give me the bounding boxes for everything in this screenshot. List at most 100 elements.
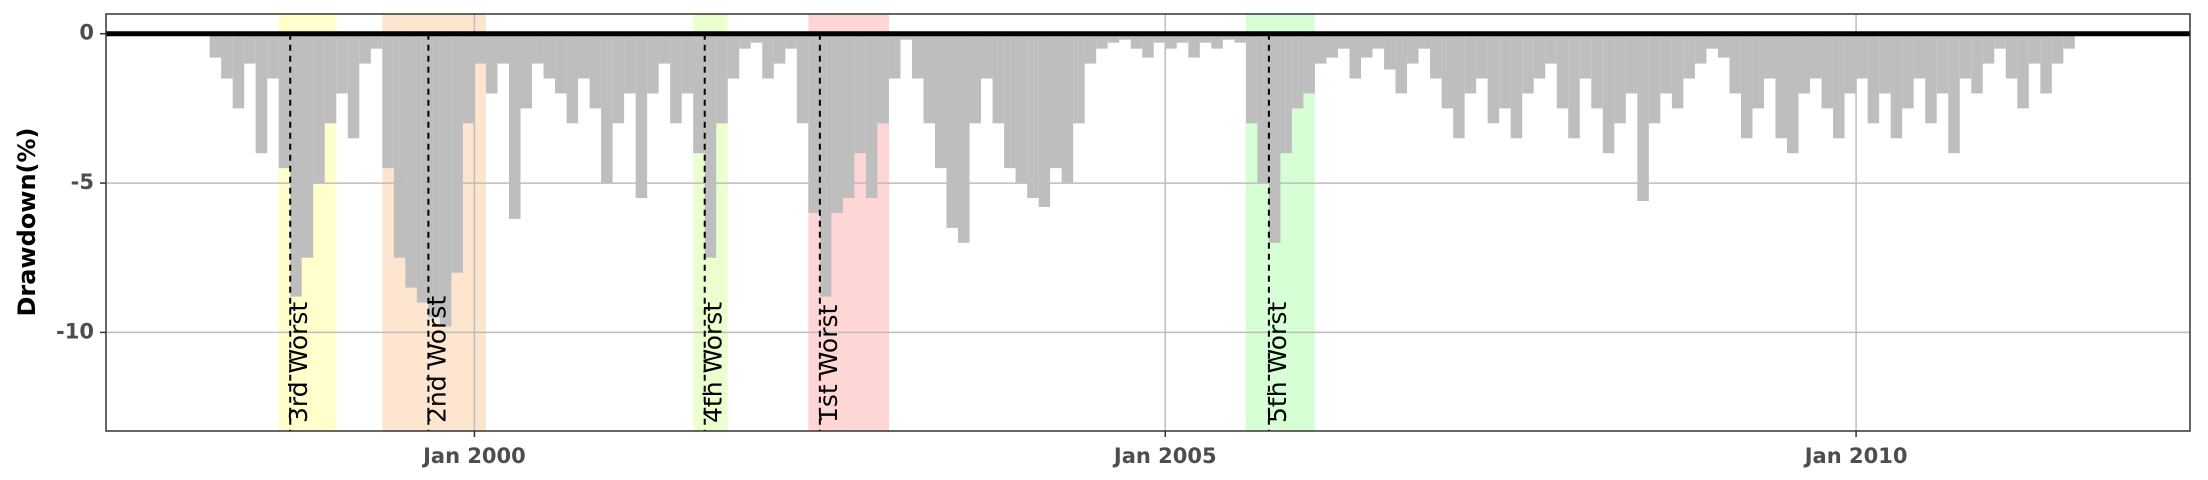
- bar: [359, 33, 371, 64]
- bar: [1395, 33, 1408, 94]
- bar: [762, 33, 774, 79]
- bar: [2051, 33, 2064, 64]
- bar: [2040, 33, 2052, 94]
- bar: [785, 33, 797, 49]
- bar: [1729, 33, 1741, 94]
- bar: [1763, 33, 1776, 79]
- bar: [278, 33, 291, 169]
- bar: [704, 33, 717, 258]
- bar: [831, 33, 843, 213]
- bar: [1257, 33, 1269, 184]
- bar: [1775, 33, 1788, 139]
- bar: [1015, 33, 1028, 184]
- bar: [992, 33, 1005, 124]
- bar: [232, 33, 245, 109]
- bar: [854, 33, 866, 154]
- bar: [1717, 33, 1730, 58]
- bar: [1176, 33, 1189, 43]
- bar: [566, 33, 579, 124]
- bar: [209, 33, 222, 58]
- bar: [2063, 33, 2075, 49]
- bar: [1568, 33, 1580, 139]
- bar: [462, 33, 475, 124]
- bar: [670, 33, 682, 124]
- bar: [301, 33, 314, 258]
- annotation-label: 5th Worst: [1263, 302, 1292, 423]
- bar: [716, 33, 728, 124]
- bar: [1533, 33, 1546, 79]
- bar: [578, 33, 590, 79]
- bar: [1545, 33, 1557, 64]
- bar: [532, 33, 544, 64]
- bar: [1268, 33, 1281, 243]
- bar: [1787, 33, 1799, 154]
- bar: [1061, 33, 1074, 184]
- bar: [290, 33, 302, 297]
- bar: [1556, 33, 1569, 109]
- bar: [555, 33, 567, 94]
- bar: [255, 33, 268, 154]
- bar: [1407, 33, 1419, 64]
- y-tick-label: -10: [56, 319, 94, 343]
- bar: [647, 33, 659, 94]
- bar: [1660, 33, 1672, 94]
- bar: [1844, 33, 1857, 94]
- bar: [1430, 33, 1442, 79]
- bar: [1337, 33, 1350, 49]
- bar: [946, 33, 959, 228]
- bar: [958, 33, 970, 243]
- annotation-label: 1st Worst: [814, 304, 843, 423]
- bar: [1211, 33, 1223, 49]
- bar: [1948, 33, 1960, 154]
- bar: [1936, 33, 1949, 94]
- bar: [1222, 33, 1235, 40]
- bar: [1902, 33, 1914, 109]
- bar: [1833, 33, 1845, 139]
- bar: [1487, 33, 1500, 124]
- bar: [1959, 33, 1972, 79]
- bar: [428, 33, 440, 318]
- bar: [267, 33, 279, 79]
- x-tick-label: Jan 2010: [1803, 444, 1908, 468]
- bar: [624, 33, 636, 94]
- bar: [601, 33, 613, 184]
- bar: [1361, 33, 1373, 58]
- bar: [1050, 33, 1062, 169]
- bar: [681, 33, 694, 94]
- annotation-label: 2nd Worst: [422, 296, 451, 423]
- bar: [1303, 33, 1315, 94]
- bar: [1372, 33, 1385, 49]
- bar: [1096, 33, 1108, 49]
- annotation-label: 3rd Worst: [284, 302, 313, 423]
- bar: [1073, 33, 1085, 124]
- bar: [589, 33, 602, 109]
- bar: [1165, 33, 1177, 49]
- bar: [773, 33, 786, 64]
- bar: [1856, 33, 1868, 79]
- bar: [451, 33, 463, 273]
- bar: [336, 33, 348, 94]
- bar: [1913, 33, 1926, 79]
- bar: [1499, 33, 1511, 109]
- bar: [1752, 33, 1764, 109]
- bar: [1384, 33, 1396, 70]
- bar: [842, 33, 855, 199]
- bar: [1867, 33, 1880, 124]
- bar: [1004, 33, 1016, 169]
- bar: [1280, 33, 1292, 154]
- bar: [1510, 33, 1523, 139]
- x-tick-label: Jan 2000: [421, 444, 526, 468]
- bar: [439, 33, 452, 327]
- bar: [1038, 33, 1051, 207]
- bar: [1027, 33, 1039, 199]
- bar: [1418, 33, 1431, 49]
- bar: [1453, 33, 1465, 139]
- x-tick-label: Jan 2005: [1112, 444, 1217, 468]
- bar: [1314, 33, 1327, 64]
- bar: [1119, 33, 1131, 40]
- bar: [865, 33, 878, 199]
- bar: [1291, 33, 1304, 109]
- bar: [1821, 33, 1834, 109]
- bar: [981, 33, 993, 79]
